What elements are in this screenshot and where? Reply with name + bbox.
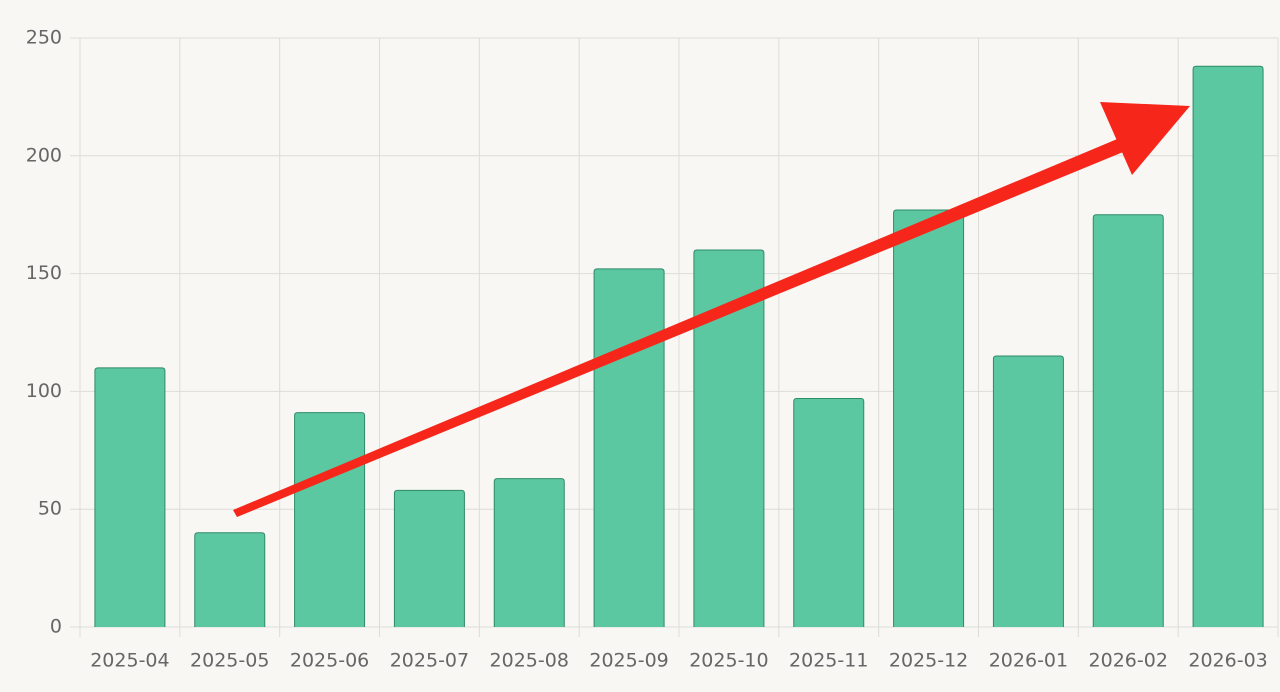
- bar: [94, 367, 166, 627]
- bar: [893, 209, 965, 627]
- x-tick-label: 2025-04: [90, 650, 169, 672]
- y-tick-label: 200: [26, 144, 62, 166]
- x-tick-label: 2025-07: [390, 650, 469, 672]
- x-tick-label: 2025-05: [190, 650, 269, 672]
- y-tick-label: 50: [38, 498, 62, 520]
- bar: [1092, 214, 1164, 627]
- bar: [593, 268, 665, 627]
- bar: [393, 489, 465, 627]
- y-tick-label: 150: [26, 262, 62, 284]
- x-tick-label: 2025-09: [589, 650, 668, 672]
- x-tick-label: 2025-06: [290, 650, 369, 672]
- y-tick-label: 0: [50, 616, 62, 638]
- bar: [992, 355, 1064, 627]
- bar: [693, 249, 765, 627]
- x-tick-label: 2025-11: [789, 650, 868, 672]
- x-tick-label: 2025-10: [689, 650, 768, 672]
- bar: [294, 412, 366, 627]
- x-tick-label: 2025-12: [889, 650, 968, 672]
- x-tick-label: 2025-08: [490, 650, 569, 672]
- bar: [1192, 65, 1264, 627]
- arrow-head: [1100, 102, 1190, 175]
- trend-arrow: [233, 102, 1190, 517]
- y-tick-label: 100: [26, 380, 62, 402]
- x-tick-label: 2026-02: [1089, 650, 1168, 672]
- plot: 0 50 100 150 200 250 2025-04 2025-05 2025-06 2025…: [26, 27, 1279, 672]
- x-tick-label: 2026-03: [1188, 650, 1267, 672]
- y-tick-label: 250: [26, 27, 62, 49]
- x-tick-label: 2026-01: [989, 650, 1068, 672]
- bar: [194, 532, 266, 627]
- bar: [493, 478, 565, 627]
- bar: [793, 397, 865, 627]
- arrow-shaft: [233, 137, 1128, 517]
